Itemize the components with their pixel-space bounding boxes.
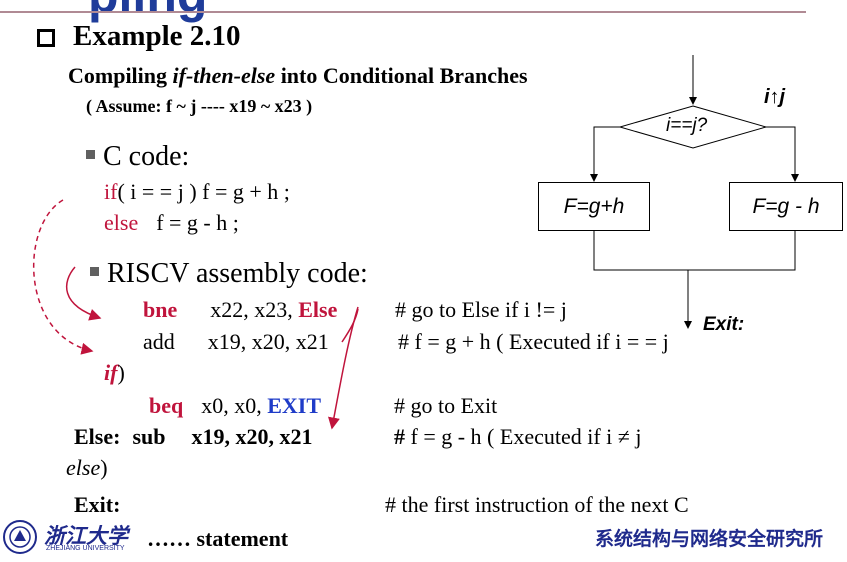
else-keyword: else xyxy=(104,210,139,235)
beq-op: beq xyxy=(149,393,184,418)
asm-line-sub: Else: sub x19, x20, x21 xyxy=(74,424,313,450)
asm-comment-sub: # f = g - h ( Executed if i ≠ j xyxy=(394,424,641,450)
asm-comment-add-tail: if) xyxy=(104,360,125,386)
assume-note: ( Assume: f ~ j ---- x19 ~ x23 ) xyxy=(86,96,313,116)
then-box: F=g+h xyxy=(538,182,650,231)
example-subtitle: Compiling if-then-else into Conditional … xyxy=(68,63,528,89)
asm-comment-beq: # go to Exit xyxy=(394,393,498,418)
flow-exit-label: Exit: xyxy=(703,314,745,335)
subtitle-pre: Compiling xyxy=(68,63,173,88)
checkbox-bullet-icon xyxy=(37,29,55,47)
add-op: add xyxy=(143,329,175,354)
square-bullet-icon xyxy=(90,267,99,277)
sub-comment-text: f = g - h ( Executed if i ≠ j xyxy=(405,424,642,449)
add-args: x19, x20, x21 xyxy=(207,329,329,354)
ellipsis: …… xyxy=(147,526,191,551)
asm-comment-add: # f = g + h ( Executed if i = = j xyxy=(398,329,669,354)
subtitle-em: if-then-else xyxy=(172,63,276,88)
university-name-en: ZHEJIANG UNIVERSITY xyxy=(46,545,125,552)
asm-heading: RISCV assembly code: xyxy=(90,258,368,290)
lab-name: 系统结构与网络安全研究所 xyxy=(594,528,823,550)
beq-label: EXIT xyxy=(267,393,322,418)
c-code-heading: C code: xyxy=(86,141,189,173)
sub-comment-hash: # xyxy=(394,424,405,449)
asm-line-bne: bne x22, x23, Else xyxy=(143,297,337,323)
else-tail: else xyxy=(66,455,101,480)
c-code-line-1: if( i = = j ) f = g + h ; xyxy=(104,179,290,205)
c-line2-rest: f = g - h ; xyxy=(156,210,239,235)
else-label: Else: xyxy=(74,424,121,449)
asm-heading-text: RISCV assembly code: xyxy=(107,258,368,289)
c-code-heading-text: C code: xyxy=(103,141,190,172)
square-bullet-icon xyxy=(86,150,95,160)
else-box-text: F=g - h xyxy=(752,194,820,218)
flow-not-equal-label: i↑j xyxy=(764,86,786,108)
asm-comment-sub-tail: else) xyxy=(66,455,108,481)
else-box: F=g - h xyxy=(729,182,843,231)
if-tail-close: ) xyxy=(117,360,125,385)
bne-label: Else xyxy=(298,297,338,322)
asm-line-add: add x19, x20, x21 xyxy=(143,329,329,355)
exit-label: Exit: xyxy=(74,492,121,517)
university-name-cn: 浙江大学 xyxy=(44,523,128,548)
statement-text: statement xyxy=(191,526,289,551)
if-tail: if xyxy=(104,360,118,385)
zju-seal-icon xyxy=(3,520,37,554)
asm-comment-bne: # go to Else if i != j xyxy=(395,297,567,322)
university-logo xyxy=(2,519,38,555)
title-divider xyxy=(0,11,806,13)
subtitle-post: into Conditional Branches xyxy=(275,63,528,88)
asm-line-beq: beq x0, x0, EXIT xyxy=(149,393,321,419)
sub-op: sub xyxy=(132,424,166,449)
asm-comment-exit: # the first instruction of the next C xyxy=(385,492,689,517)
if-keyword: if xyxy=(104,179,118,204)
statement-line: …… statement xyxy=(147,526,288,552)
then-box-text: F=g+h xyxy=(563,194,625,218)
else-tail-close: ) xyxy=(100,455,108,480)
example-title: Example 2.10 xyxy=(73,20,241,52)
c-code-line-2: else f = g - h ; xyxy=(104,210,239,236)
bne-op: bne xyxy=(143,297,178,322)
bne-args: x22, x23, xyxy=(210,297,299,322)
flow-condition: i==j? xyxy=(666,115,708,136)
sub-args: x19, x20, x21 xyxy=(191,424,313,449)
beq-args: x0, x0, xyxy=(201,393,268,418)
c-line1-rest: ( i = = j ) f = g + h ; xyxy=(117,179,290,204)
